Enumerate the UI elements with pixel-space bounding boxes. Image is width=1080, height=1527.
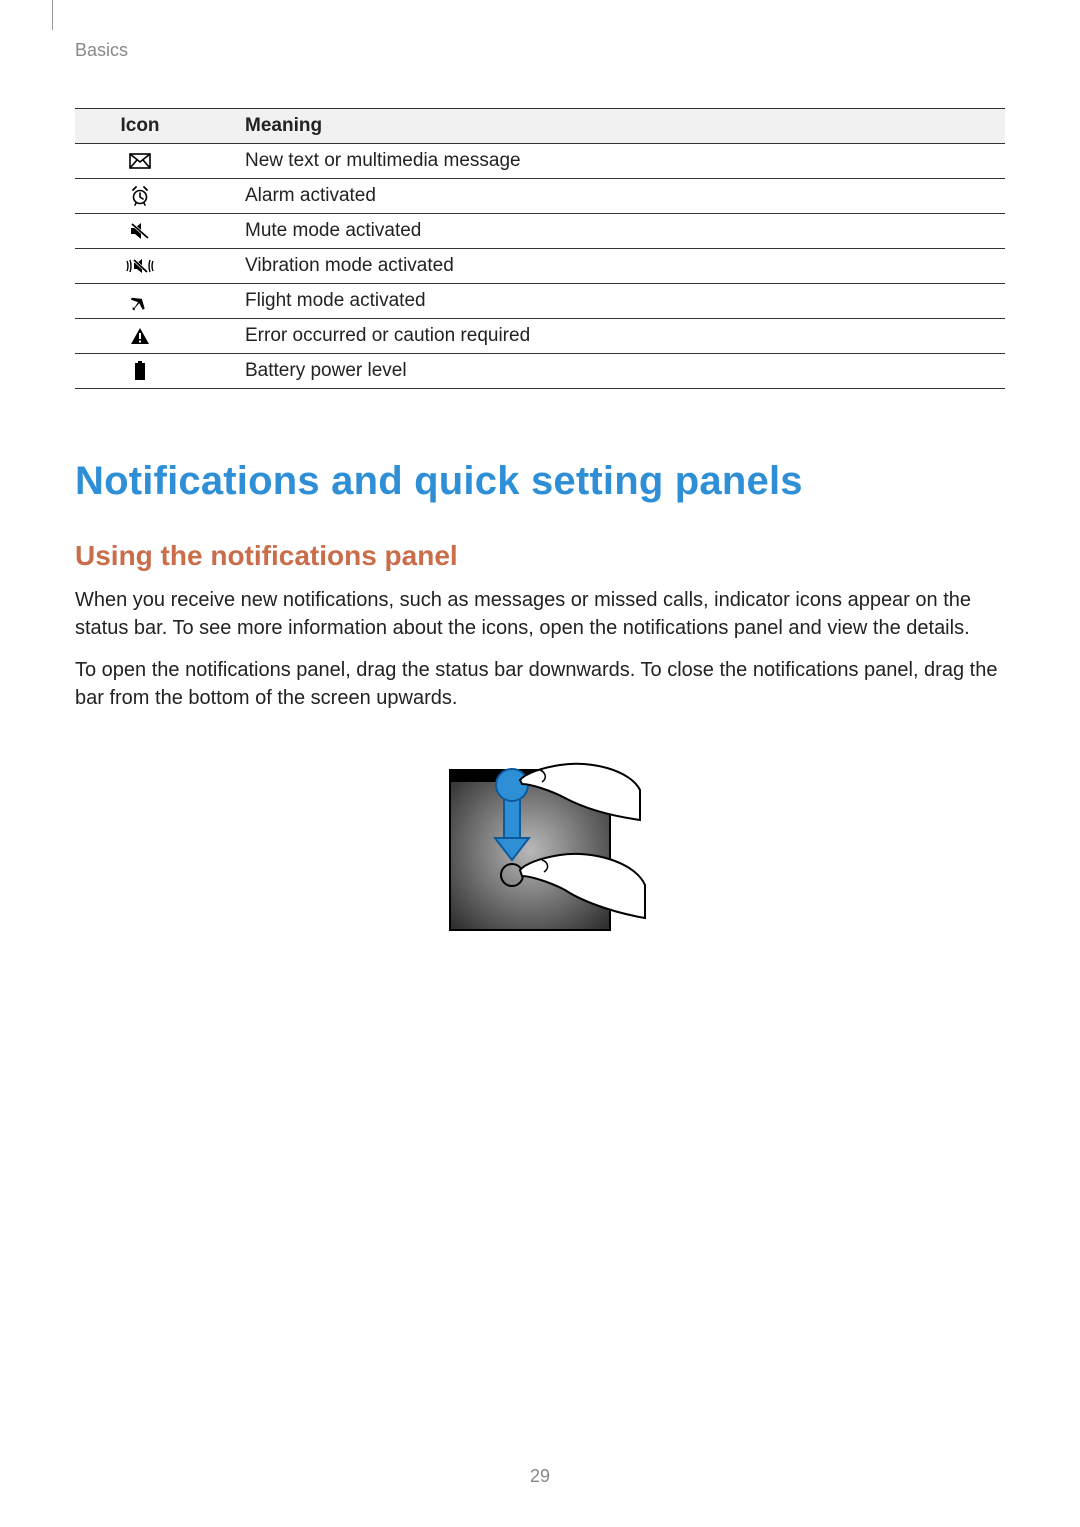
meaning-text: New text or multimedia message: [205, 144, 1005, 179]
battery-icon: [75, 354, 205, 389]
meaning-text: Battery power level: [205, 354, 1005, 389]
message-icon: [75, 144, 205, 179]
meaning-text: Mute mode activated: [205, 214, 1005, 249]
alarm-icon: [75, 179, 205, 214]
heading-1: Notifications and quick setting panels: [75, 459, 1005, 504]
table-row: Mute mode activated: [75, 214, 1005, 249]
table-row: New text or multimedia message: [75, 144, 1005, 179]
meaning-text: Error occurred or caution required: [205, 319, 1005, 354]
icon-meaning-table: Icon Meaning New text or multimedia mess…: [75, 108, 1005, 389]
table-row: Alarm activated: [75, 179, 1005, 214]
vibration-icon: [75, 249, 205, 284]
section-header: Basics: [75, 40, 128, 61]
col-header-icon: Icon: [75, 109, 205, 144]
page-content: Icon Meaning New text or multimedia mess…: [75, 108, 1005, 965]
meaning-text: Flight mode activated: [205, 284, 1005, 319]
paragraph-2: To open the notifications panel, drag th…: [75, 656, 1005, 712]
mute-icon: [75, 214, 205, 249]
table-row: Battery power level: [75, 354, 1005, 389]
table-header-row: Icon Meaning: [75, 109, 1005, 144]
paragraph-1: When you receive new notifications, such…: [75, 586, 1005, 642]
page-edge-mark: [52, 0, 53, 30]
table-row: Error occurred or caution required: [75, 319, 1005, 354]
flight-icon: [75, 284, 205, 319]
table-row: Vibration mode activated: [75, 249, 1005, 284]
meaning-text: Alarm activated: [205, 179, 1005, 214]
heading-2: Using the notifications panel: [75, 540, 1005, 572]
col-header-meaning: Meaning: [205, 109, 1005, 144]
meaning-text: Vibration mode activated: [205, 249, 1005, 284]
table-row: Flight mode activated: [75, 284, 1005, 319]
page-number: 29: [0, 1466, 1080, 1487]
warning-icon: [75, 319, 205, 354]
swipe-down-illustration: 10:00: [75, 740, 1005, 965]
